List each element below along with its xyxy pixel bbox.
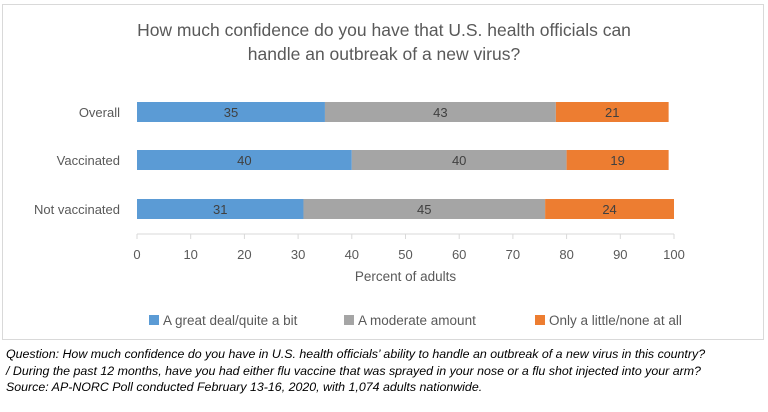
data-label: 31 <box>213 202 227 217</box>
category-label: Vaccinated <box>57 153 120 168</box>
bar-segment <box>303 199 546 219</box>
legend-swatch <box>344 315 354 325</box>
x-tick-label: 0 <box>133 247 140 262</box>
footnote-question-line-1: Question: How much confidence do you hav… <box>6 347 706 361</box>
bar-segment <box>137 102 325 122</box>
bar-segment <box>351 150 567 170</box>
bar-segment <box>555 102 669 122</box>
x-tick-label: 40 <box>345 247 359 262</box>
x-tick-label: 20 <box>237 247 251 262</box>
chart-title-line-2: handle an outbreak of a new virus? <box>248 44 521 64</box>
bar-segment <box>324 102 556 122</box>
x-tick-label: 10 <box>183 247 197 262</box>
bar-segment <box>137 150 352 170</box>
chart-panel: How much confidence do you have that U.S… <box>2 4 764 340</box>
data-label: 21 <box>605 105 619 120</box>
data-label: 40 <box>237 153 251 168</box>
legend-label: A moderate amount <box>358 313 476 328</box>
stacked-bar-chart: How much confidence do you have that U.S… <box>34 20 685 328</box>
data-label: 43 <box>433 105 447 120</box>
legend-swatch <box>149 315 159 325</box>
chart-title-line-1: How much confidence do you have that U.S… <box>137 20 631 40</box>
data-label: 24 <box>602 202 616 217</box>
footnote-source-line: Source: AP-NORC Poll conducted February … <box>6 380 483 394</box>
x-tick-label: 50 <box>398 247 412 262</box>
category-label: Overall <box>79 105 120 120</box>
bar-segment <box>137 199 304 219</box>
category-label: Not vaccinated <box>34 202 120 217</box>
bar-segment <box>566 150 669 170</box>
data-label: 35 <box>224 105 238 120</box>
legend-label: Only a little/none at all <box>549 313 682 328</box>
data-label: 40 <box>452 153 466 168</box>
x-tick-label: 70 <box>506 247 520 262</box>
x-tick-label: 100 <box>663 247 685 262</box>
data-label: 19 <box>610 153 624 168</box>
legend-label: A great deal/quite a bit <box>163 313 298 328</box>
x-tick-label: 60 <box>452 247 466 262</box>
data-label: 45 <box>417 202 431 217</box>
x-axis-title: Percent of adults <box>355 269 457 284</box>
footnote-question-line-2: / During the past 12 months, have you ha… <box>6 363 701 378</box>
legend-swatch <box>535 315 545 325</box>
x-tick-label: 90 <box>613 247 627 262</box>
bar-segment <box>545 199 674 219</box>
x-tick-label: 30 <box>291 247 305 262</box>
x-tick-label: 80 <box>559 247 573 262</box>
footnote: Question: How much confidence do you hav… <box>6 346 764 396</box>
